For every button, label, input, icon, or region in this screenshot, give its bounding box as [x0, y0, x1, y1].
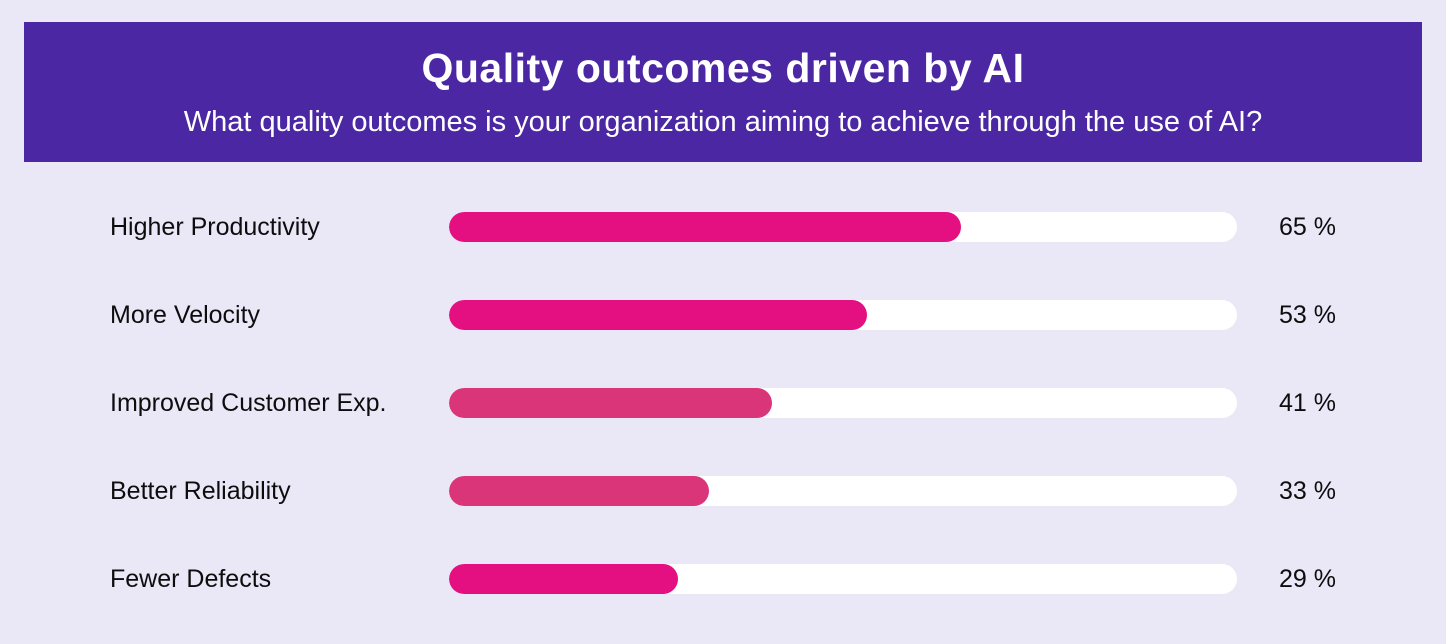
bar-row: Better Reliability 33 % [0, 447, 1446, 535]
bar-track [449, 564, 1237, 594]
bar-track [449, 212, 1237, 242]
category-label: Better Reliability [110, 476, 291, 505]
bar-fill [449, 300, 867, 330]
bar-row: Higher Productivity 65 % [0, 183, 1446, 271]
bar-chart: Higher Productivity 65 % More Velocity 5… [0, 162, 1446, 623]
bar-row: More Velocity 53 % [0, 271, 1446, 359]
bar-row: Improved Customer Exp. 41 % [0, 359, 1446, 447]
value-label: 33 % [1279, 476, 1336, 505]
bar-fill [449, 476, 710, 506]
bar-fill [449, 212, 962, 242]
bar-track [449, 388, 1237, 418]
category-label: Higher Productivity [110, 212, 320, 241]
value-label: 53 % [1279, 300, 1336, 329]
bar-row: Fewer Defects 29 % [0, 535, 1446, 623]
category-label: Improved Customer Exp. [110, 388, 387, 417]
bar-fill [449, 388, 773, 418]
value-label: 29 % [1279, 564, 1336, 593]
value-label: 41 % [1279, 388, 1336, 417]
chart-title: Quality outcomes driven by AI [421, 45, 1025, 91]
category-label: Fewer Defects [110, 564, 272, 593]
bar-fill [449, 564, 678, 594]
chart-header: Quality outcomes driven by AI What quali… [24, 22, 1422, 162]
chart-subtitle: What quality outcomes is your organizati… [183, 106, 1263, 138]
bar-track [449, 300, 1237, 330]
value-label: 65 % [1279, 212, 1336, 241]
bar-track [449, 476, 1237, 506]
category-label: More Velocity [110, 300, 261, 329]
